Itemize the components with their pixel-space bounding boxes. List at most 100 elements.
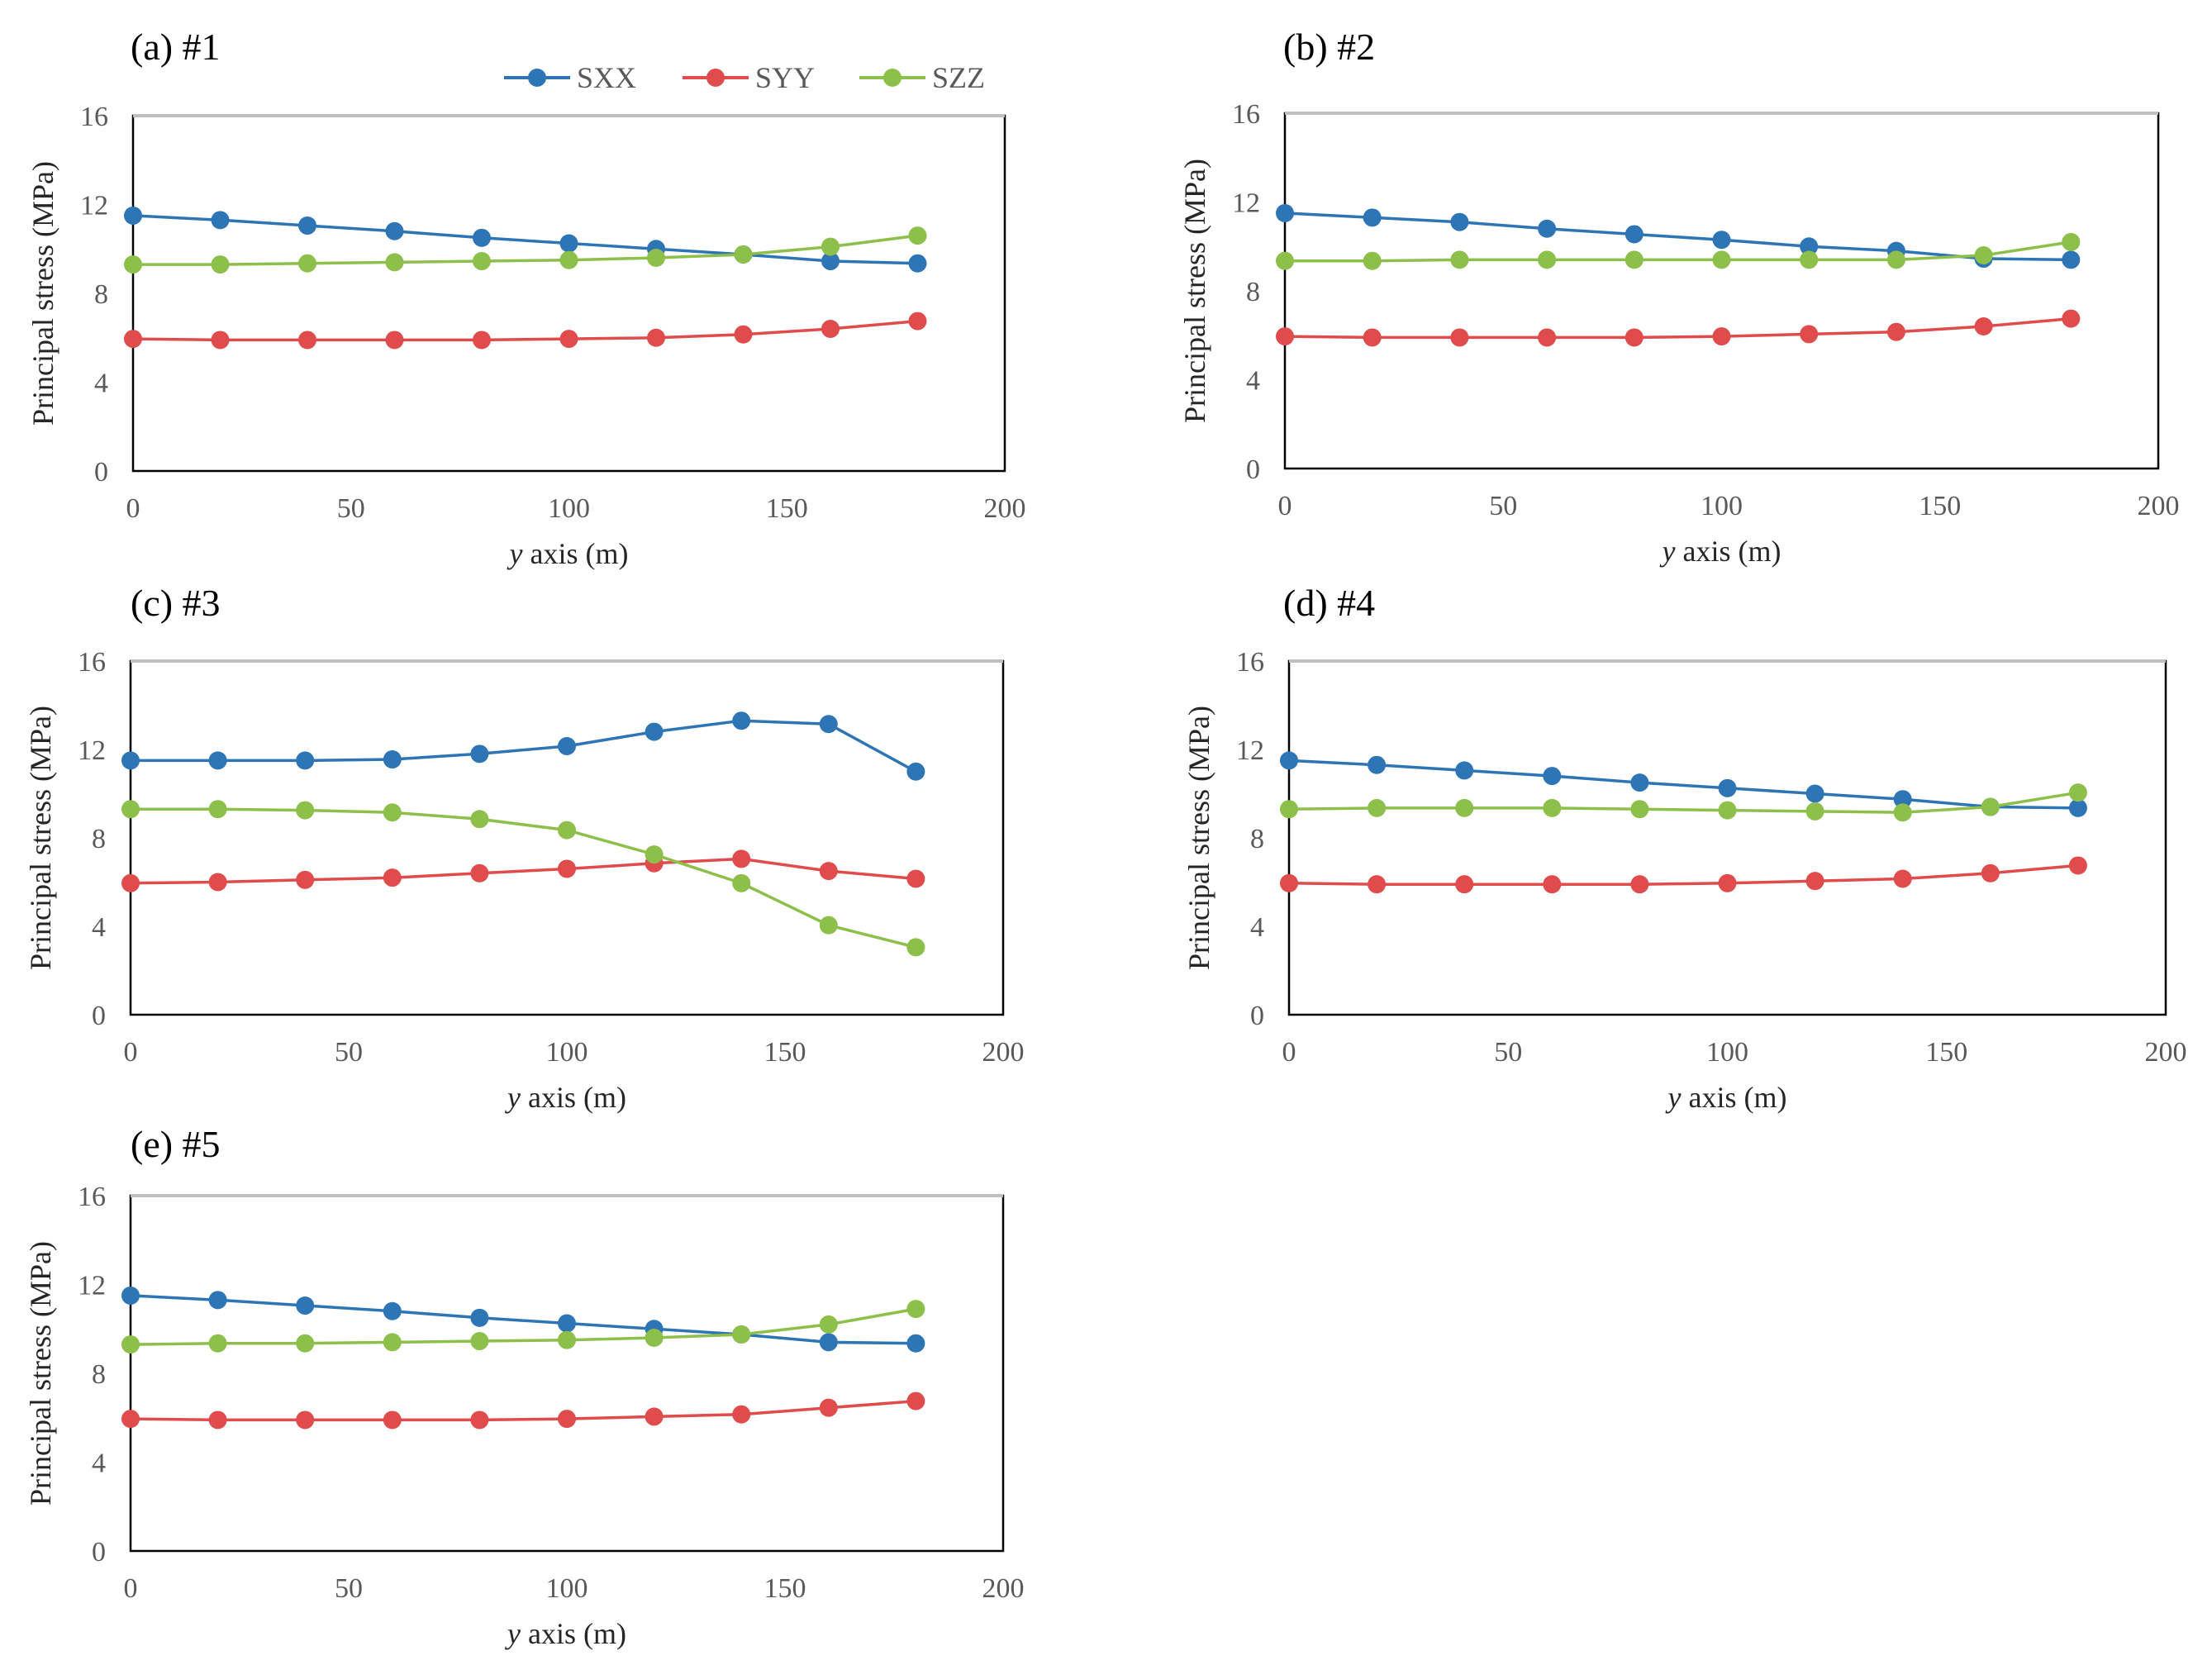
data-point-syy: [1981, 863, 2000, 882]
series-line-syy: [130, 1399, 916, 1422]
y-tick-label: 12: [78, 735, 106, 766]
data-point-syy: [645, 1407, 664, 1426]
data-point-syy: [1538, 328, 1557, 347]
data-point-sxx: [1630, 773, 1649, 792]
panel-b: (b) #2 0 4 8 12 16 0 50 100 150 200 Principal stres…: [1178, 26, 2180, 568]
x-axis-title: y axis (m): [1660, 535, 1781, 568]
data-point-syy: [470, 863, 489, 882]
x-tick-label: 150: [1925, 1037, 1967, 1068]
x-axis-title: y axis (m): [505, 1081, 626, 1114]
data-point-sxx: [821, 252, 840, 271]
legend-marker-sxx: [528, 69, 546, 87]
data-point-syy: [385, 331, 404, 350]
data-point-szz: [1893, 803, 1912, 822]
data-point-szz: [1363, 251, 1382, 270]
data-point-syy: [558, 859, 576, 878]
x-tick-label: 150: [1919, 491, 1961, 521]
x-axis-title-variable: y: [505, 1617, 521, 1650]
data-point-sxx: [2062, 250, 2081, 269]
data-point-sxx: [470, 744, 489, 764]
data-point-szz: [1455, 798, 1474, 817]
y-axis-title: Principal stress (MPa): [24, 1241, 57, 1506]
data-point-syy: [296, 1410, 315, 1430]
data-point-szz: [1368, 798, 1387, 817]
data-point-szz: [121, 1335, 140, 1354]
data-point-sxx: [1368, 755, 1387, 774]
data-point-syy: [298, 331, 316, 350]
x-tick-label: 0: [126, 493, 140, 524]
series-line-szz: [130, 1307, 916, 1346]
y-tick-label: 16: [78, 647, 106, 678]
plot-area-frame: [129, 1194, 1005, 1553]
panel-e: (e) #5 0 4 8 12 16 0 50 100 150 200 Principal stres…: [24, 1123, 1025, 1650]
data-point-syy: [821, 320, 840, 338]
x-tick-label: 100: [546, 1037, 588, 1068]
data-point-szz: [473, 252, 491, 271]
y-tick-label: 16: [78, 1182, 106, 1212]
x-tick-label: 200: [2145, 1037, 2187, 1068]
data-point-szz: [819, 916, 838, 935]
data-point-sxx: [819, 1333, 838, 1352]
data-point-sxx: [732, 711, 751, 730]
y-tick-label: 16: [1236, 647, 1264, 678]
x-axis-title-text: axis (m): [1682, 1081, 1787, 1114]
data-point-syy: [1543, 875, 1562, 894]
data-point-syy: [2062, 309, 2081, 328]
data-point-szz: [1712, 250, 1731, 269]
data-point-syy: [2068, 856, 2087, 875]
data-point-szz: [383, 1333, 402, 1352]
data-point-szz: [819, 1315, 838, 1334]
data-point-sxx: [383, 1301, 402, 1320]
legend-label-sxx: SXX: [577, 61, 636, 94]
x-axis-title-text: axis (m): [521, 1617, 626, 1650]
y-tick-label: 0: [1250, 1001, 1264, 1031]
data-point-szz: [732, 1325, 751, 1344]
data-point-syy: [819, 862, 838, 881]
data-point-sxx: [1280, 751, 1298, 770]
x-axis-title-variable: y: [505, 1081, 521, 1114]
y-tick-label: 4: [92, 912, 106, 943]
data-point-sxx: [383, 750, 402, 769]
data-point-syy: [208, 873, 227, 892]
y-tick-label: 12: [1232, 188, 1260, 219]
x-tick-label: 50: [337, 493, 365, 524]
data-point-syy: [1276, 327, 1294, 346]
y-tick-label: 8: [1246, 277, 1260, 307]
x-tick-label: 200: [982, 1037, 1025, 1068]
panel-title-c: (c) #3: [131, 582, 221, 624]
series-line-syy: [130, 857, 916, 885]
data-point-syy: [208, 1410, 227, 1430]
data-point-szz: [1805, 802, 1824, 821]
data-point-sxx: [1712, 231, 1731, 250]
data-point-syy: [1280, 873, 1298, 892]
data-point-sxx: [473, 228, 491, 247]
legend-marker-szz: [883, 69, 901, 87]
y-tick-label: 8: [92, 824, 106, 854]
data-point-sxx: [645, 722, 664, 741]
data-point-szz: [121, 800, 140, 819]
data-point-syy: [1363, 328, 1382, 347]
data-point-szz: [1538, 250, 1557, 269]
data-point-szz: [124, 255, 142, 274]
data-point-syy: [1718, 873, 1737, 892]
y-tick-label: 0: [1246, 454, 1260, 485]
data-point-szz: [211, 255, 230, 274]
data-point-sxx: [908, 254, 927, 273]
series-line-sxx: [1288, 759, 2078, 810]
y-tick-label: 8: [92, 1359, 106, 1390]
plot-area-frame: [1283, 112, 2160, 470]
data-point-syy: [473, 331, 491, 350]
series-line-szz: [133, 234, 918, 266]
x-tick-label: 0: [1278, 491, 1292, 521]
data-point-syy: [296, 870, 315, 889]
data-point-szz: [2068, 783, 2087, 802]
data-point-sxx: [558, 1314, 576, 1333]
series-line-sxx: [130, 1294, 916, 1345]
data-point-syy: [559, 330, 578, 349]
data-point-szz: [1280, 800, 1298, 819]
data-point-sxx: [296, 751, 315, 770]
data-point-syy: [121, 1410, 140, 1429]
data-point-szz: [1276, 251, 1294, 270]
data-point-szz: [470, 810, 489, 829]
data-point-sxx: [559, 234, 578, 253]
